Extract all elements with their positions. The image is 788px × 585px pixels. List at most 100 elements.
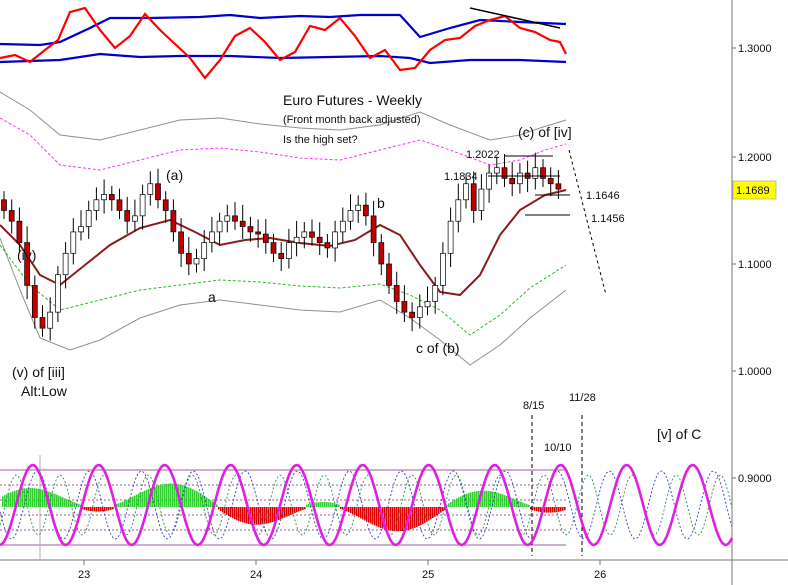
y-tick-label: 1.1000: [738, 259, 772, 271]
histogram-bar: [504, 495, 506, 507]
histogram-bar: [168, 483, 170, 507]
histogram-bar: [540, 507, 542, 513]
histogram-bar: [242, 507, 244, 523]
histogram-bar: [182, 485, 184, 507]
histogram-bar: [310, 503, 312, 507]
histogram-bar: [560, 507, 562, 512]
candle-body: [147, 183, 154, 195]
histogram-bar: [554, 507, 556, 513]
histogram-bar: [202, 494, 204, 507]
histogram-bar: [204, 496, 206, 507]
histogram-bar: [374, 507, 376, 526]
candle-body: [363, 204, 369, 217]
histogram-bar: [498, 493, 500, 507]
band-gray-lower: [0, 237, 567, 366]
histogram-bar: [512, 498, 514, 507]
candle-body: [162, 199, 169, 211]
candle-body: [239, 220, 246, 227]
cycle-date-8-15: 8/15: [523, 400, 544, 412]
histogram-bar: [340, 507, 342, 510]
candle-body: [332, 231, 338, 249]
histogram-bar: [184, 485, 186, 507]
candle-body: [1, 199, 7, 211]
candle-body: [347, 210, 354, 222]
histogram-bar: [34, 488, 36, 507]
histogram-bar: [280, 507, 282, 520]
histogram-bar: [174, 483, 176, 507]
histogram-bar: [360, 507, 362, 519]
candle-body: [370, 215, 377, 243]
histogram-bar: [400, 507, 402, 532]
histogram-bar: [454, 499, 456, 507]
cycle-date-11-28: 11/28: [569, 392, 596, 404]
histogram-bar: [508, 496, 510, 507]
histogram-bar: [426, 507, 428, 522]
cycle-panel: [0, 455, 734, 560]
histogram-bar: [194, 490, 196, 507]
histogram-bar: [562, 507, 564, 511]
histogram-bar: [70, 500, 72, 507]
histogram-bar: [86, 507, 88, 511]
candle-body: [532, 167, 539, 179]
histogram-bar: [528, 504, 530, 507]
histogram-bar: [394, 507, 396, 532]
histogram-bar: [244, 507, 246, 524]
wave-label-iv: (iv): [17, 247, 36, 263]
level-label-1-1646: 1.1646: [586, 190, 620, 202]
histogram-bar: [330, 502, 332, 507]
band-pink-upper: [0, 117, 567, 171]
histogram-bar: [162, 484, 164, 507]
candle-body: [470, 183, 477, 211]
histogram-bar: [536, 507, 538, 512]
candle-body: [540, 167, 546, 179]
histogram-bar: [106, 507, 108, 511]
histogram-bar: [366, 507, 368, 522]
histogram-bar: [434, 507, 436, 517]
wave-label-c-of-b: c of (b): [416, 340, 460, 356]
histogram-bar: [414, 507, 416, 528]
histogram-bar: [456, 498, 458, 507]
candle-body: [309, 231, 315, 238]
histogram-bar: [234, 507, 236, 520]
last-price-box: [732, 180, 777, 200]
price-panel: [0, 91, 607, 556]
histogram-bar: [506, 495, 508, 507]
histogram-bar: [328, 502, 330, 507]
candle-body: [108, 194, 115, 201]
histogram-bar: [370, 507, 372, 524]
histogram-bar: [346, 507, 348, 512]
candle-body: [93, 199, 100, 211]
histogram-bar: [412, 507, 414, 529]
histogram-bar: [90, 507, 92, 512]
histogram-bar: [288, 507, 290, 516]
candle-body: [409, 311, 415, 318]
candle-body: [101, 194, 107, 201]
chart-question: Is the high set?: [283, 134, 358, 146]
projection-line: [568, 149, 607, 296]
candle-body: [286, 242, 292, 260]
histogram-bar: [534, 507, 536, 511]
histogram-bar: [318, 502, 320, 507]
candle-body: [447, 220, 454, 254]
histogram-bar: [68, 500, 70, 507]
y-tick-label: 1.3000: [738, 43, 772, 55]
histogram-bar: [342, 507, 344, 510]
band-green-lower: [0, 244, 567, 336]
histogram-bar: [104, 507, 106, 512]
histogram-bar: [26, 488, 28, 507]
histogram-bar: [6, 494, 8, 507]
histogram-bar: [118, 503, 120, 507]
histogram-bar: [252, 507, 254, 525]
histogram-bar: [314, 502, 316, 507]
histogram-bar: [472, 491, 474, 507]
histogram-bar: [24, 488, 26, 507]
candle-body: [201, 242, 208, 260]
histogram-bar: [362, 507, 364, 520]
histogram-bar: [322, 501, 324, 507]
histogram-bar: [98, 507, 100, 512]
level-label-1-1834: 1.1834: [444, 171, 478, 183]
histogram-bar: [180, 484, 182, 507]
histogram-bar: [410, 507, 412, 530]
histogram-bar: [164, 483, 166, 507]
